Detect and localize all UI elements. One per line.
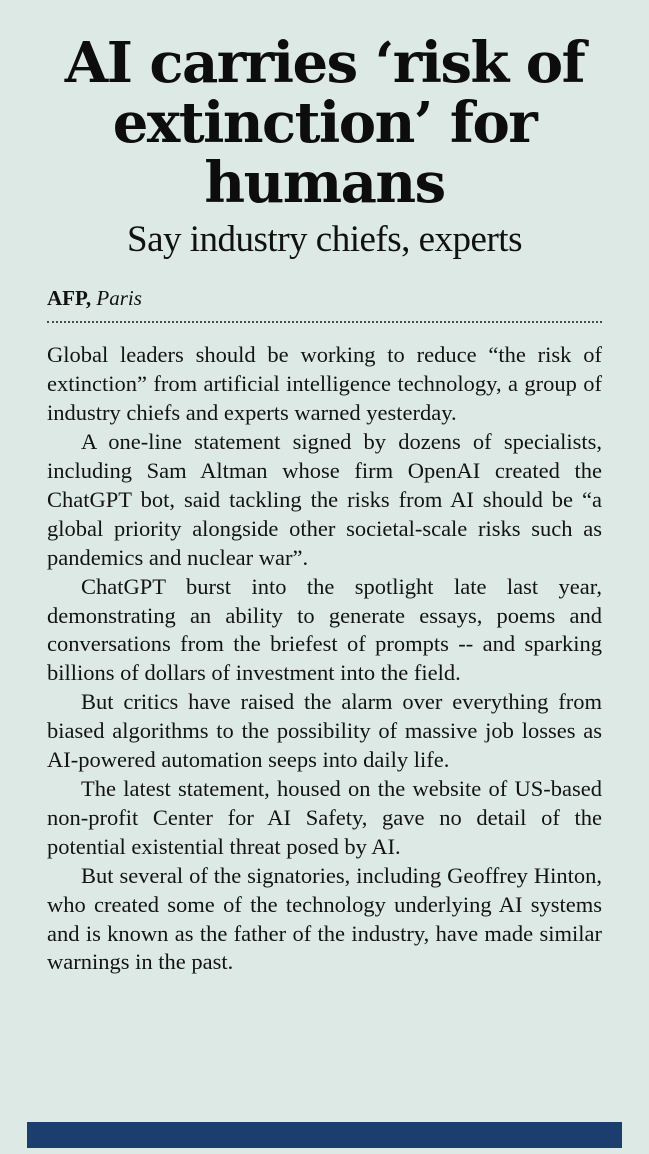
byline: AFP, Paris bbox=[47, 286, 602, 311]
dotted-divider bbox=[47, 321, 602, 324]
bottom-bar bbox=[27, 1122, 622, 1148]
byline-agency: AFP, bbox=[47, 286, 92, 311]
paragraph: But several of the signatories, includin… bbox=[47, 862, 602, 975]
paragraph: The latest statement, housed on the webs… bbox=[47, 776, 602, 859]
paragraph: Global leaders should be working to redu… bbox=[47, 342, 602, 426]
paragraph: A one-line statement signed by dozens of… bbox=[47, 429, 602, 570]
paragraph: But critics have raised the alarm over e… bbox=[47, 689, 602, 773]
article-headline: AI carries ‘risk of extinction’ for huma… bbox=[64, 30, 586, 216]
paragraph: ChatGPT burst into the spotlight late la… bbox=[47, 573, 602, 686]
byline-location: Paris bbox=[96, 286, 142, 311]
article-subheadline: Say industry chiefs, experts bbox=[127, 218, 522, 260]
article-body: Global leaders should be working to redu… bbox=[47, 341, 602, 977]
